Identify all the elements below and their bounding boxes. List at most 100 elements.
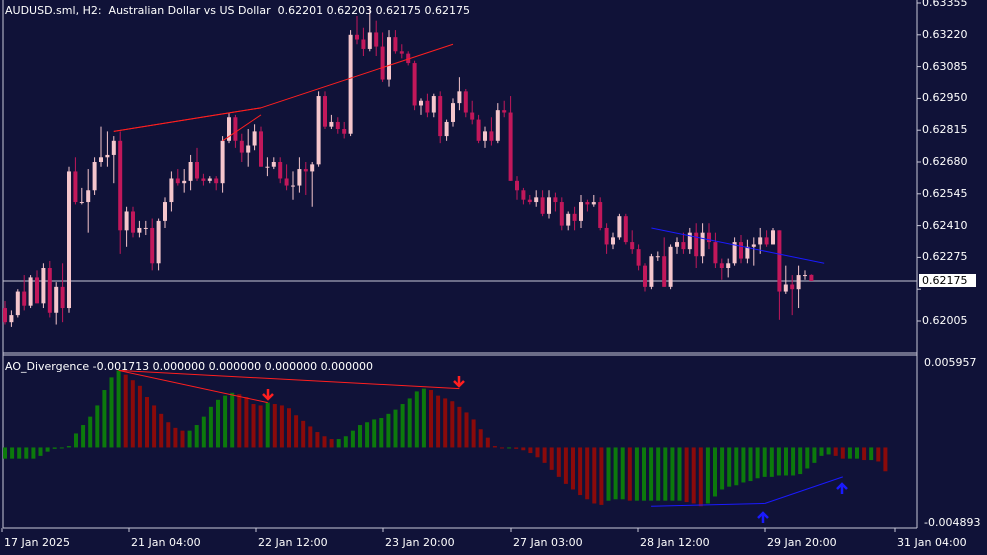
candle-body <box>553 197 558 203</box>
candle-body <box>470 112 475 120</box>
ao-bar <box>166 422 171 448</box>
time-label: 27 Jan 03:00 <box>513 536 583 549</box>
ao-bar <box>393 409 398 448</box>
candle-body <box>579 202 583 221</box>
candle-body <box>495 110 500 141</box>
time-label: 31 Jan 04:00 <box>897 536 967 549</box>
bearish-arrow-head <box>262 393 274 401</box>
candle-body <box>54 286 59 313</box>
candle-body <box>617 216 622 238</box>
ao-bar <box>116 370 121 448</box>
candle-body <box>764 237 769 245</box>
candle-body <box>515 180 519 191</box>
bearish-arrow-head <box>453 380 465 388</box>
ao-bar <box>798 447 803 475</box>
ao-bar <box>237 394 242 448</box>
candle-body <box>227 117 231 141</box>
candle-body <box>406 53 411 64</box>
ao-bar <box>350 430 355 448</box>
ao-bar <box>159 413 164 448</box>
candle-body <box>246 145 251 153</box>
candle-body <box>303 169 308 172</box>
bearish-trendline <box>216 107 262 116</box>
ao-bar <box>826 447 831 455</box>
ao-bar <box>464 412 469 448</box>
ao-bar <box>201 416 206 448</box>
bullish-trendline <box>651 227 825 264</box>
ao-bar <box>840 447 845 459</box>
ao-bar <box>535 447 540 458</box>
candle-body <box>809 274 814 281</box>
ao-bar <box>17 447 22 459</box>
candle-body <box>28 277 33 306</box>
ao-bar <box>805 447 810 469</box>
candle-body <box>803 275 807 277</box>
ao-bar <box>145 397 149 448</box>
candle-body <box>623 216 628 243</box>
chart-frame <box>2 0 918 529</box>
ao-bar <box>95 405 100 448</box>
price-label: 0.62680 <box>922 155 968 168</box>
price-label: 0.62275 <box>922 250 968 264</box>
candle-body <box>67 171 71 309</box>
ao-bar <box>152 405 157 448</box>
ao-bar <box>74 433 78 448</box>
ao-bar <box>208 406 213 448</box>
candle-body <box>790 284 795 290</box>
ao-bar <box>45 447 50 452</box>
candle-body <box>265 166 270 168</box>
time-label: 22 Jan 12:00 <box>258 536 328 549</box>
ao-bar <box>670 447 675 501</box>
candle-body <box>60 286 65 309</box>
candle-body <box>662 256 667 287</box>
candle-body <box>783 284 788 292</box>
ao-bar <box>471 419 476 448</box>
candle-body <box>79 202 84 204</box>
ao-bar <box>776 447 781 476</box>
ao-bar <box>66 446 71 448</box>
candle-body <box>771 230 775 245</box>
ao-bar <box>294 415 299 448</box>
ao-bar <box>819 447 824 456</box>
symbol-description: Australian Dollar vs US Dollar <box>108 4 271 17</box>
ao-bearish-divergence <box>118 369 268 404</box>
candle-body <box>476 119 481 141</box>
candle-body <box>297 169 302 186</box>
candle-body <box>572 213 577 221</box>
candle-body <box>195 162 199 179</box>
ao-bar <box>59 447 64 449</box>
ao-bar <box>585 447 590 500</box>
time-label: 21 Jan 04:00 <box>131 536 201 549</box>
candle-body <box>777 230 782 292</box>
axis-ticks <box>1 2 921 532</box>
candle-body <box>214 178 219 184</box>
ao-bar <box>81 425 86 448</box>
candle-body <box>713 242 718 264</box>
candle-body <box>534 197 539 203</box>
price-label: 0.62005 <box>922 314 968 327</box>
ao-bar <box>677 447 682 501</box>
ao-bar <box>322 436 327 448</box>
candle-body <box>156 220 161 264</box>
ao-bar <box>542 447 547 463</box>
candle-body <box>604 227 609 245</box>
current-price-tag: 0.62175 <box>919 273 976 287</box>
ao-bar <box>258 405 263 448</box>
ao-bar <box>343 436 348 448</box>
candle-body <box>348 34 353 134</box>
candle-body <box>22 291 27 306</box>
ao-bar <box>478 429 483 448</box>
candle-body <box>284 178 289 186</box>
ao-bar <box>358 425 362 448</box>
ao-bar <box>514 447 519 449</box>
indicator-scale-high: 0.005957 <box>924 356 977 369</box>
candle-body <box>655 256 660 258</box>
ao-bar <box>315 432 320 448</box>
ao-bar <box>485 437 490 448</box>
candle-body <box>355 34 359 40</box>
ao-bar <box>365 422 370 448</box>
candle-body <box>527 199 532 203</box>
candle-body <box>361 39 366 49</box>
ao-bar <box>642 447 646 501</box>
